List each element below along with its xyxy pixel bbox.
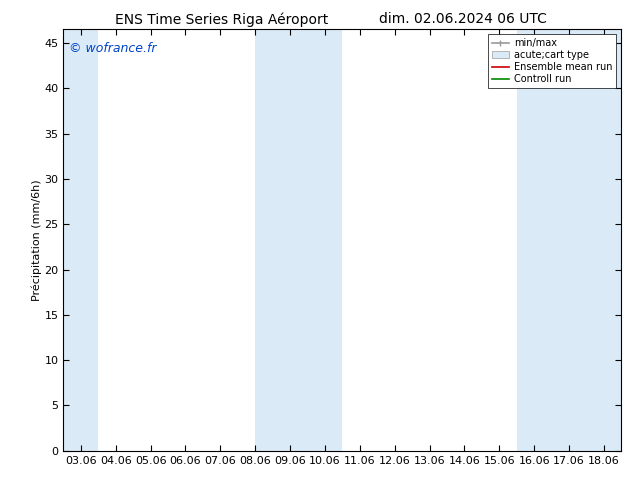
Text: dim. 02.06.2024 06 UTC: dim. 02.06.2024 06 UTC — [379, 12, 547, 26]
Bar — [63, 29, 98, 451]
Y-axis label: Précipitation (mm/6h): Précipitation (mm/6h) — [31, 179, 42, 301]
Bar — [517, 29, 621, 451]
Text: ENS Time Series Riga Aéroport: ENS Time Series Riga Aéroport — [115, 12, 328, 27]
Bar — [255, 29, 342, 451]
Legend: min/max, acute;cart type, Ensemble mean run, Controll run: min/max, acute;cart type, Ensemble mean … — [488, 34, 616, 88]
Text: © wofrance.fr: © wofrance.fr — [69, 42, 157, 55]
